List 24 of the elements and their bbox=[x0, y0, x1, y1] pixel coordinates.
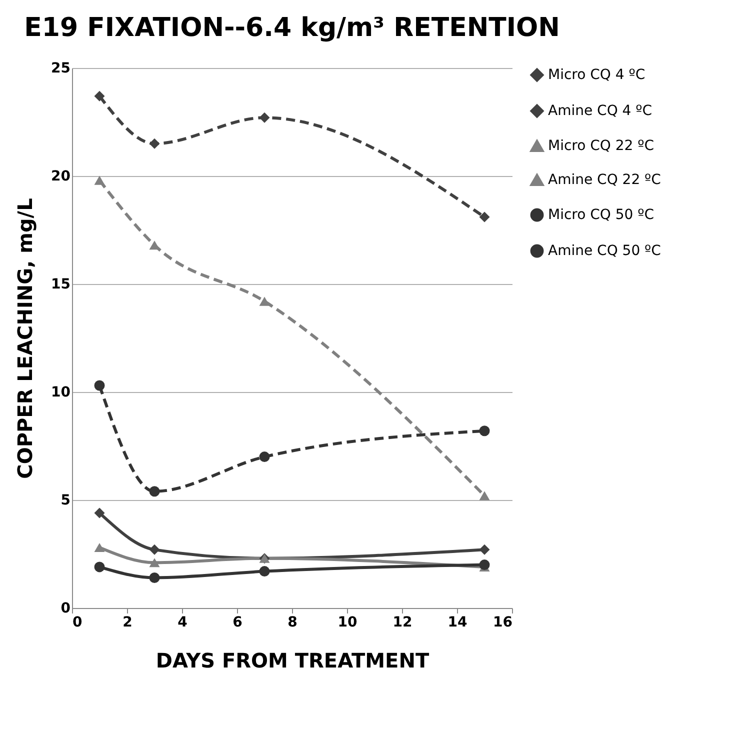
legend-label: Micro CQ 50 ºC bbox=[548, 207, 654, 223]
legend-label: Amine CQ 50 ºC bbox=[548, 243, 662, 259]
legend-label: Micro CQ 22 ºC bbox=[548, 138, 654, 154]
legend-label: Amine CQ 22 ºC bbox=[548, 172, 662, 188]
x-axis-title: DAYS FROM TREATMENT bbox=[156, 648, 430, 672]
chart-title: E19 FIXATION--6.4 kg/m³ RETENTION bbox=[24, 13, 560, 43]
legend-label: Amine CQ 4 ºC bbox=[548, 103, 652, 119]
x-tick-label: 12 bbox=[392, 614, 412, 630]
x-tick-label: 0 bbox=[72, 614, 82, 630]
legend-label: Micro CQ 4 ºC bbox=[548, 67, 646, 83]
y-axis-title: COPPER LEACHING, mg/L bbox=[13, 198, 38, 479]
y-tick-label: 5 bbox=[60, 492, 70, 508]
x-tick-label: 16 bbox=[493, 614, 512, 630]
x-tick-label: 2 bbox=[122, 614, 132, 630]
y-tick-label: 15 bbox=[51, 276, 70, 292]
x-tick-label: 6 bbox=[232, 614, 242, 630]
y-tick-label: 0 bbox=[60, 600, 71, 616]
x-tick-label: 4 bbox=[178, 614, 188, 630]
y-tick-label: 10 bbox=[51, 384, 71, 400]
x-tick-label: 10 bbox=[338, 614, 358, 630]
y-tick-label: 25 bbox=[51, 60, 70, 76]
x-tick-label: 14 bbox=[448, 614, 468, 630]
x-tick-label: 8 bbox=[288, 614, 298, 630]
y-tick-label: 20 bbox=[51, 168, 71, 184]
